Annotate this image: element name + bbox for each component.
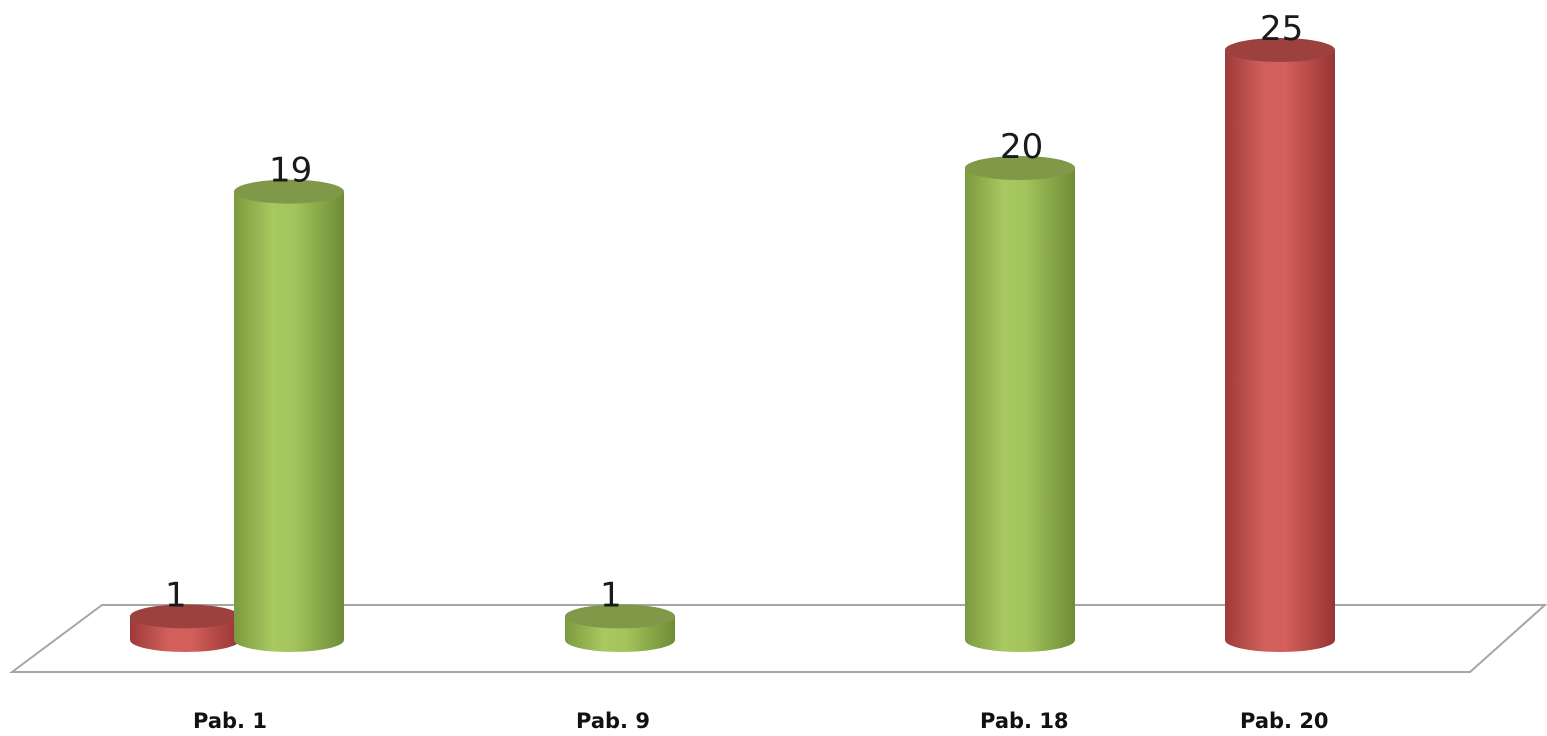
bar-top-shade: [1225, 38, 1335, 62]
category-label: Pab. 20: [1240, 709, 1329, 733]
bar-green-1: [565, 604, 675, 652]
category-label: Pab. 1: [193, 709, 267, 733]
bar-red-3: [1225, 38, 1335, 652]
category-label: Pab. 18: [980, 709, 1069, 733]
bar-body: [234, 191, 344, 652]
labels-group: 1 25 19 1 20 Pab. 1 Pab. 9 Pab. 18 Pab. 20: [165, 9, 1329, 733]
bar-body: [1225, 50, 1335, 652]
bar-top-shade: [234, 179, 344, 204]
data-label: 1: [165, 575, 187, 615]
bar-top: [965, 156, 1075, 180]
bar-top-shade: [965, 156, 1075, 180]
bar-top: [130, 604, 240, 629]
bar-top: [234, 179, 344, 204]
category-label: Pab. 9: [576, 709, 650, 733]
bars-group: [130, 38, 1335, 652]
data-label: 25: [1260, 9, 1303, 49]
bar-body: [965, 168, 1075, 652]
data-label: 20: [1000, 127, 1043, 167]
data-label: 1: [600, 575, 622, 615]
bar-red-0: [130, 604, 240, 652]
bar-green-2: [965, 156, 1075, 652]
bar-top-shade: [565, 604, 675, 629]
bar-top: [1225, 38, 1335, 62]
data-label: 19: [269, 151, 312, 191]
bar-top: [565, 604, 675, 629]
bar-top-shade: [130, 604, 240, 629]
bar-green-0: [234, 179, 344, 652]
chart-floor: [8, 604, 1547, 673]
